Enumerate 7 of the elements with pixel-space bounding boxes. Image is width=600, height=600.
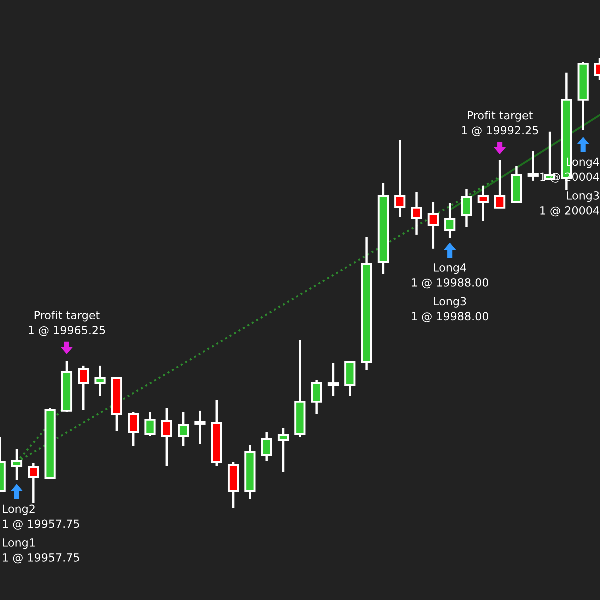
annotation: Long4 1 @ 19988.00 xyxy=(412,264,488,289)
annotation: Long2 1 @ 19957.75 xyxy=(3,504,80,530)
annotation: Long3 1 @ 20004 xyxy=(540,191,600,217)
annotation: Long3 1 @ 19988.00 xyxy=(412,297,488,322)
text: Long1 1 @ 19957.75 xyxy=(3,538,80,564)
annotation: Profit target 1 @ 19965.25 xyxy=(29,310,106,336)
annotation: Profit target 1 @ 19992.25 xyxy=(462,111,538,136)
